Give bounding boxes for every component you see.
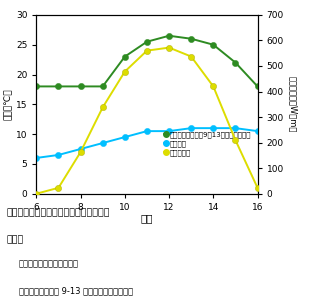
Y-axis label: 全天日射量（W／m）: 全天日射量（W／m） bbox=[289, 76, 298, 133]
Text: 温室内部気温は 9-13 時に換気窓を閉じて二: 温室内部気温は 9-13 時に換気窓を閉じて二 bbox=[19, 286, 133, 295]
Text: 図３　気温と外部全天日射量の日変化の: 図３ 気温と外部全天日射量の日変化の bbox=[6, 209, 110, 218]
Text: 試算値: 試算値 bbox=[6, 235, 24, 244]
Legend: ：温室内部気温（9－13時施用の場合）, ：外気温, ：全天日射: ：温室内部気温（9－13時施用の場合）, ：外気温, ：全天日射 bbox=[161, 129, 254, 159]
X-axis label: 時刻: 時刻 bbox=[141, 213, 153, 223]
Text: 試算条件：図２に同じ。: 試算条件：図２に同じ。 bbox=[19, 259, 79, 268]
Y-axis label: 気温（℃）: 気温（℃） bbox=[4, 89, 13, 120]
